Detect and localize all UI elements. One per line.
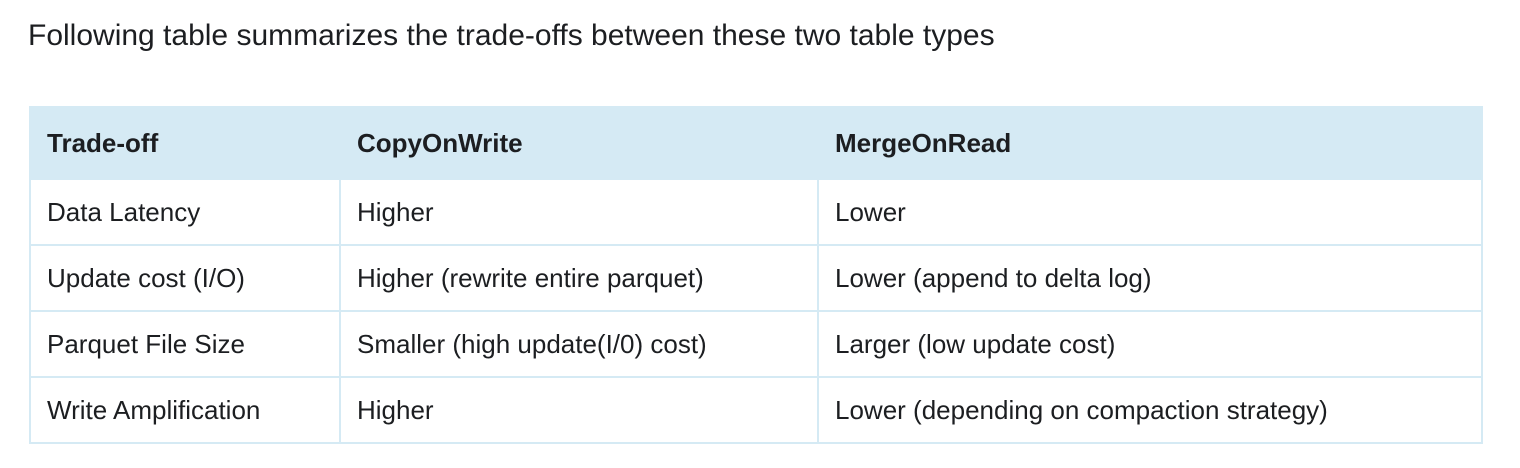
- table-cell: Higher: [339, 376, 819, 444]
- table-cell: Lower (depending on compaction strategy): [817, 376, 1483, 444]
- table-row: Update cost (I/O) Higher (rewrite entire…: [29, 244, 1483, 312]
- table-row: Parquet File Size Smaller (high update(I…: [29, 310, 1483, 378]
- table-cell: Write Amplification: [29, 376, 341, 444]
- table-body: Data Latency Higher Lower Update cost (I…: [29, 178, 1483, 444]
- table-cell: Update cost (I/O): [29, 244, 341, 312]
- table-cell: Higher: [339, 178, 819, 246]
- table-row: Data Latency Higher Lower: [29, 178, 1483, 246]
- table-header: Trade-off CopyOnWrite MergeOnRead: [29, 106, 1483, 179]
- table-cell: Smaller (high update(I/0) cost): [339, 310, 819, 378]
- intro-paragraph: Following table summarizes the trade-off…: [28, 19, 995, 52]
- table-row: Write Amplification Higher Lower (depend…: [29, 376, 1483, 444]
- table-cell: Larger (low update cost): [817, 310, 1483, 378]
- table-cell: Parquet File Size: [29, 310, 341, 378]
- table-cell: Higher (rewrite entire parquet): [339, 244, 819, 312]
- header-cell-tradeoff: Trade-off: [29, 106, 341, 179]
- header-cell-mergeonread: MergeOnRead: [817, 106, 1483, 179]
- tradeoffs-table: Trade-off CopyOnWrite MergeOnRead Data L…: [29, 106, 1483, 444]
- table-cell: Lower (append to delta log): [817, 244, 1483, 312]
- header-cell-copyonwrite: CopyOnWrite: [339, 106, 819, 179]
- table-cell: Lower: [817, 178, 1483, 246]
- table-cell: Data Latency: [29, 178, 341, 246]
- table-header-row: Trade-off CopyOnWrite MergeOnRead: [29, 106, 1483, 179]
